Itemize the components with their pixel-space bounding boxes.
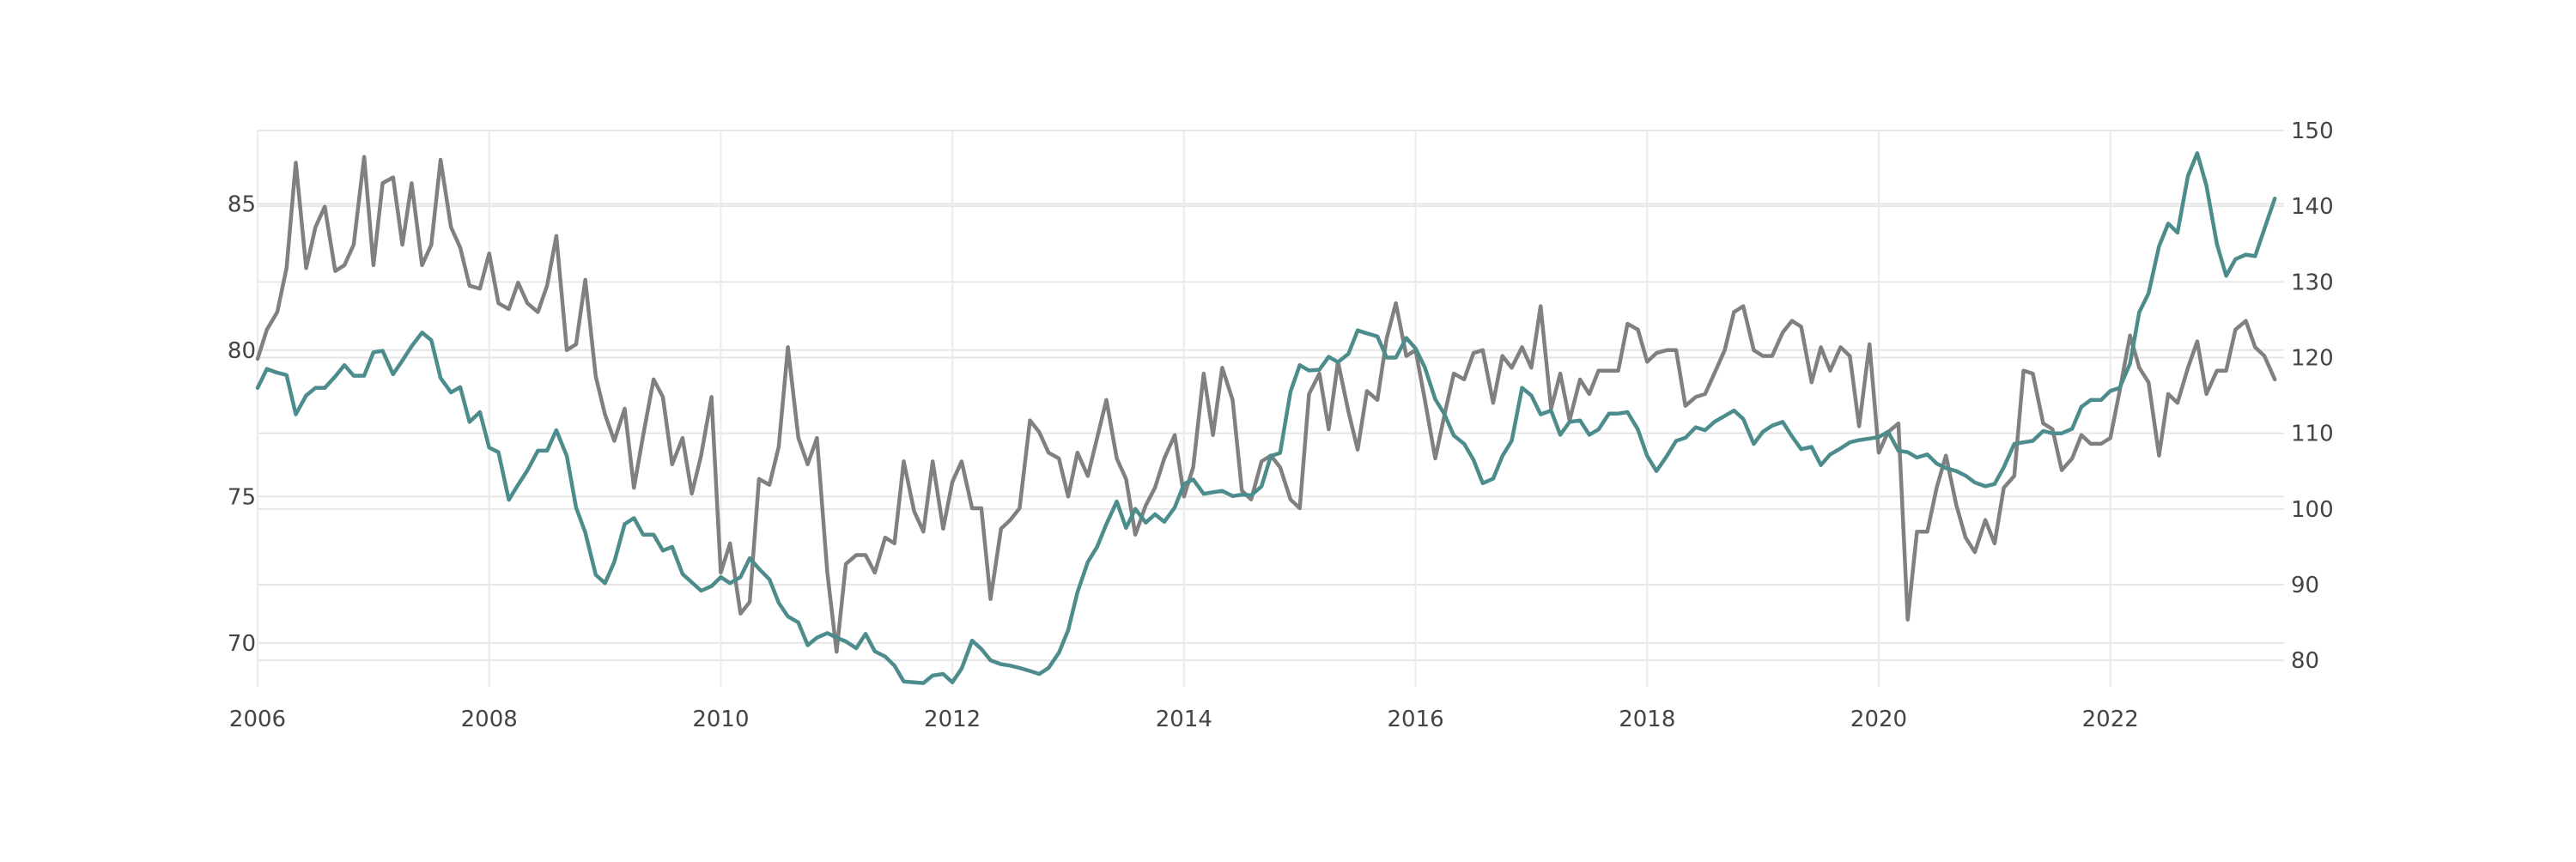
series-line-1-left-axis	[255, 155, 2277, 654]
left-y-tick-label: 80	[228, 338, 256, 364]
x-tick-label: 2012	[924, 707, 981, 732]
left-y-tick-label: 70	[228, 631, 256, 657]
left-y-tick-label: 75	[228, 484, 256, 510]
right-y-tick-label: 120	[2291, 345, 2334, 371]
x-tick-label: 2020	[1850, 707, 1907, 732]
x-tick-label: 2022	[2082, 707, 2139, 732]
right-y-tick-label: 110	[2291, 422, 2334, 447]
x-tick-label: 2008	[461, 707, 518, 732]
x-tick-label: 2018	[1619, 707, 1675, 732]
right-y-tick-label: 140	[2291, 194, 2334, 220]
series-layer	[255, 151, 2277, 685]
gridlines	[257, 130, 2284, 687]
right-y-tick-label: 100	[2291, 497, 2334, 523]
series-line-2-right-axis	[255, 151, 2277, 685]
right-y-axis-tick-labels: 80 90 100 110 120 130 140 150	[2291, 118, 2334, 674]
x-tick-label: 2006	[229, 707, 286, 732]
x-tick-label: 2014	[1156, 707, 1212, 732]
right-y-tick-label: 80	[2291, 648, 2319, 674]
left-y-axis-tick-labels: 70 75 80 85	[228, 191, 256, 657]
right-y-tick-label: 130	[2291, 270, 2334, 295]
x-tick-label: 2016	[1387, 707, 1443, 732]
x-tick-label: 2010	[692, 707, 749, 732]
right-y-tick-label: 150	[2291, 118, 2334, 144]
x-axis-tick-labels: 2006 2008 2010 2012 2014 2016 2018 2020 2022	[229, 707, 2139, 732]
left-y-tick-label: 85	[228, 191, 256, 217]
right-y-tick-label: 90	[2291, 573, 2319, 598]
